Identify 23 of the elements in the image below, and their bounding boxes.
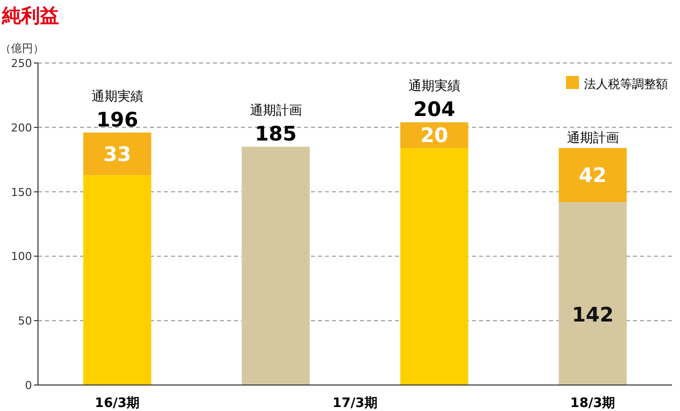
data-label: 42 xyxy=(578,163,607,188)
x-tick-label: 16/3期 xyxy=(94,396,140,411)
y-tick-label: 200 xyxy=(11,121,32,134)
data-label: 20 xyxy=(420,123,448,148)
annotation: 通期実績 xyxy=(408,78,460,94)
y-tick-label: 250 xyxy=(11,57,32,70)
x-tick-label: 17/3期 xyxy=(332,396,378,411)
data-label: 142 xyxy=(572,302,614,327)
chart-title: 純利益 xyxy=(1,5,59,27)
y-tick-label: 100 xyxy=(11,250,32,264)
annotation: 通期計画 xyxy=(250,104,302,119)
y-axis-title: （億円） xyxy=(0,42,44,55)
total-label: 196 xyxy=(96,108,138,132)
legend-label: 法人税等調整額 xyxy=(584,77,668,91)
y-tick-label: 0 xyxy=(25,379,32,392)
total-label: 185 xyxy=(254,122,297,146)
total-label: 204 xyxy=(413,97,456,122)
data-label: 33 xyxy=(103,142,132,166)
annotation: 通期計画 xyxy=(566,131,619,146)
y-tick-label: 150 xyxy=(11,186,32,199)
x-tick-label: 18/3期 xyxy=(570,396,616,411)
annotation: 通期実績 xyxy=(91,88,144,105)
y-tick-label: 50 xyxy=(18,314,32,328)
